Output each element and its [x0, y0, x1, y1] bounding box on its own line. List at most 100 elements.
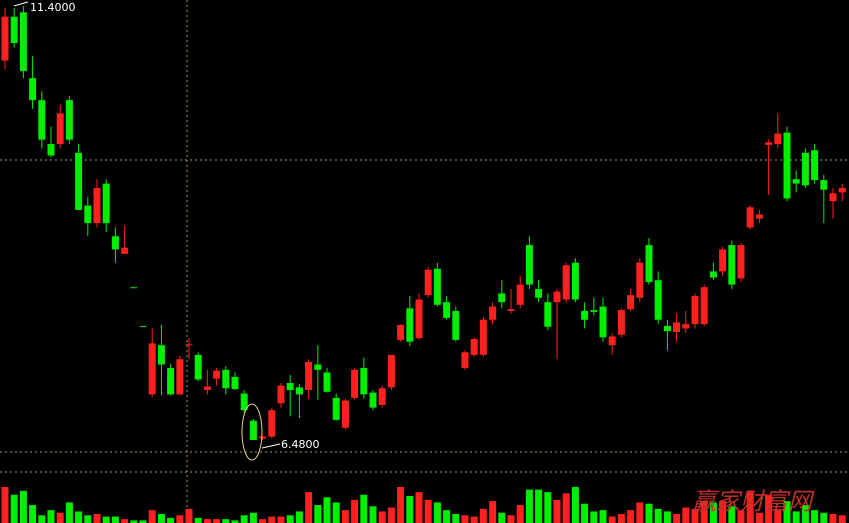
volume-bar	[755, 512, 763, 523]
candle-body	[295, 387, 303, 395]
candle-body	[231, 376, 239, 390]
volume-bar	[479, 508, 487, 523]
min-label: 6.4800	[281, 438, 320, 451]
volume-bar	[167, 517, 175, 523]
candle-body	[792, 179, 800, 184]
volume-bar	[709, 502, 717, 523]
candle-body	[627, 295, 635, 310]
candle-body	[433, 268, 441, 305]
volume-bar	[93, 514, 101, 523]
candle-body	[654, 280, 662, 320]
volume-bar	[608, 516, 616, 523]
volume-bar	[176, 515, 184, 523]
candle-body	[47, 144, 55, 156]
volume-bar	[765, 494, 773, 523]
candle-body	[461, 352, 469, 369]
volume-bar	[222, 519, 230, 523]
volume-bar	[286, 515, 294, 523]
candle-body	[719, 249, 727, 272]
volume-bar	[314, 505, 322, 523]
volume-bar	[783, 501, 791, 523]
candle-body	[645, 245, 653, 282]
candle-body	[213, 370, 221, 379]
volume-bar	[599, 510, 607, 523]
candle-body	[811, 150, 819, 181]
candle-body	[249, 420, 257, 441]
volume-bar	[295, 511, 303, 523]
volume-bar	[811, 510, 819, 523]
volume-bar	[84, 515, 92, 523]
candle-body	[406, 308, 414, 342]
volume-bar	[111, 516, 119, 523]
candle-body	[774, 133, 782, 145]
candle-body	[498, 293, 506, 303]
candle-body	[535, 288, 543, 298]
candle-body	[507, 309, 515, 311]
volume-bar	[139, 520, 147, 523]
volume-bar	[406, 496, 414, 523]
volume-bar	[185, 508, 193, 523]
volume-bar	[691, 508, 699, 523]
candle-body	[737, 245, 745, 279]
candle-body	[185, 344, 193, 346]
volume-bar	[571, 487, 579, 523]
volume-bar	[553, 499, 561, 523]
volume-bar	[820, 512, 828, 523]
volume-bar	[719, 501, 727, 523]
volume-bar	[562, 493, 570, 523]
volume-bar	[351, 499, 359, 523]
leader	[261, 443, 281, 449]
candle-body	[516, 284, 524, 305]
volume-bar	[268, 516, 276, 523]
volume-bar	[489, 501, 497, 523]
candle-body	[222, 369, 230, 389]
volume-bar	[746, 492, 754, 523]
candle-body	[691, 296, 699, 325]
volume-bar	[56, 512, 64, 523]
candle-body	[673, 322, 681, 333]
volume-bar	[29, 505, 37, 523]
volume-bar	[194, 517, 202, 523]
candle-body	[167, 368, 175, 395]
candle-body	[387, 354, 395, 388]
candle-body	[268, 410, 276, 437]
volume-bar	[305, 492, 313, 523]
candle-body	[682, 324, 690, 329]
candle-body	[111, 236, 119, 250]
volume-bar	[130, 520, 138, 523]
volume-bar	[581, 503, 589, 523]
candle-body	[709, 271, 717, 278]
volume-bar	[360, 494, 368, 523]
volume-bar	[673, 514, 681, 523]
candle-body	[581, 310, 589, 320]
volume-bar	[65, 502, 73, 523]
volume-bar	[259, 519, 267, 523]
candle-body	[470, 339, 478, 355]
volume-bar	[728, 506, 736, 523]
candle-body	[700, 287, 708, 325]
candle-body	[525, 245, 533, 285]
volume-bar	[498, 512, 506, 523]
volume-bar	[415, 492, 423, 523]
volume-bar	[700, 501, 708, 523]
volume-bar	[387, 507, 395, 523]
volume-bar	[461, 515, 469, 523]
candle-body	[479, 319, 487, 355]
candle-body	[571, 262, 579, 300]
candle-body	[148, 343, 156, 395]
volume-bar	[617, 514, 625, 523]
candle-body	[452, 310, 460, 340]
candle-body	[838, 187, 846, 193]
candle-body	[203, 386, 211, 390]
candle-body	[121, 247, 129, 254]
candle-body	[102, 183, 110, 224]
candle-body	[746, 207, 754, 228]
candle-body	[544, 302, 552, 327]
volume-bar	[470, 516, 478, 523]
candle-body	[397, 325, 405, 340]
candle-body	[10, 16, 18, 44]
volume-bar	[213, 519, 221, 523]
candle-body	[56, 113, 64, 145]
volume-bar	[157, 514, 165, 523]
candle-body	[19, 12, 27, 72]
